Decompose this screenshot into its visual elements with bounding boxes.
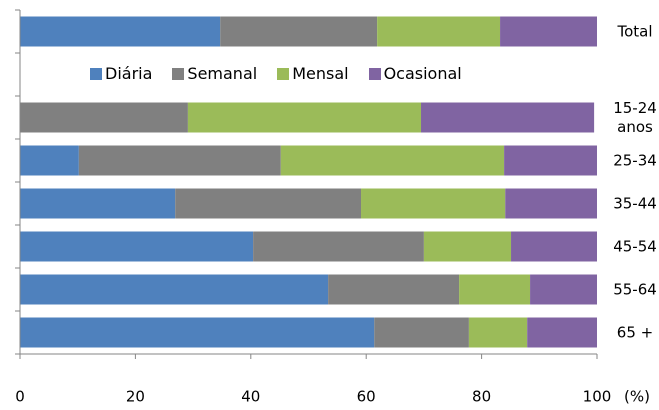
bar-segment — [220, 16, 378, 47]
bar-segment — [175, 188, 362, 219]
bar-segment — [530, 274, 597, 305]
category-label: 35-44 — [613, 194, 657, 212]
bar-segment — [20, 145, 79, 176]
bar-segment — [20, 188, 176, 219]
category-label: 45-54 — [613, 237, 657, 255]
x-tick-label: 20 — [126, 388, 145, 406]
bar-segment — [504, 145, 597, 176]
legend-label: Semanal — [187, 64, 258, 83]
x-tick-label: 100 — [583, 388, 612, 406]
category-label: Total — [617, 22, 653, 40]
legend-swatch — [277, 67, 290, 80]
bar-segment — [505, 188, 597, 219]
category-label: 55-64 — [613, 280, 657, 298]
x-tick-label: 80 — [472, 388, 491, 406]
bar-segment — [511, 231, 597, 262]
legend: Diária Semanal Mensal Ocasional — [90, 64, 482, 83]
bar-segment — [374, 317, 469, 348]
bar-segment — [187, 102, 422, 133]
bar-segment — [78, 145, 281, 176]
legend-swatch — [172, 67, 185, 80]
legend-label: Ocasional — [383, 64, 462, 83]
category-label: 25-34 — [613, 151, 657, 169]
category-label: 65 + — [616, 323, 654, 341]
legend-swatch — [368, 67, 381, 80]
bar-segment — [328, 274, 460, 305]
bar-segment — [253, 231, 424, 262]
bar-segment — [527, 317, 597, 348]
x-axis-label: (%) — [624, 388, 650, 406]
x-tick-label: 60 — [357, 388, 376, 406]
legend-item: Mensal — [277, 64, 349, 83]
bar-segment — [423, 231, 512, 262]
bar-segment — [20, 317, 375, 348]
bar-segment — [280, 145, 505, 176]
bar-segment — [20, 16, 221, 47]
bar-segment — [20, 274, 329, 305]
legend-label: Diária — [105, 64, 153, 83]
bar-segment — [468, 317, 528, 348]
bar-segment — [20, 231, 254, 262]
category-label: 15-24 anos — [613, 98, 657, 136]
bar-segment — [377, 16, 501, 47]
legend-item: Semanal — [172, 64, 257, 83]
bar-segment — [459, 274, 531, 305]
bar-segment — [361, 188, 506, 219]
legend-item: Diária — [90, 64, 152, 83]
x-tick-label: 40 — [241, 388, 260, 406]
x-tick-label: 0 — [15, 388, 25, 406]
bar-segment — [20, 102, 188, 133]
legend-swatch — [90, 67, 102, 80]
bar-segment — [421, 102, 595, 133]
legend-label: Mensal — [292, 64, 349, 83]
legend-item: Ocasional — [368, 64, 462, 83]
bar-segment — [500, 16, 597, 47]
